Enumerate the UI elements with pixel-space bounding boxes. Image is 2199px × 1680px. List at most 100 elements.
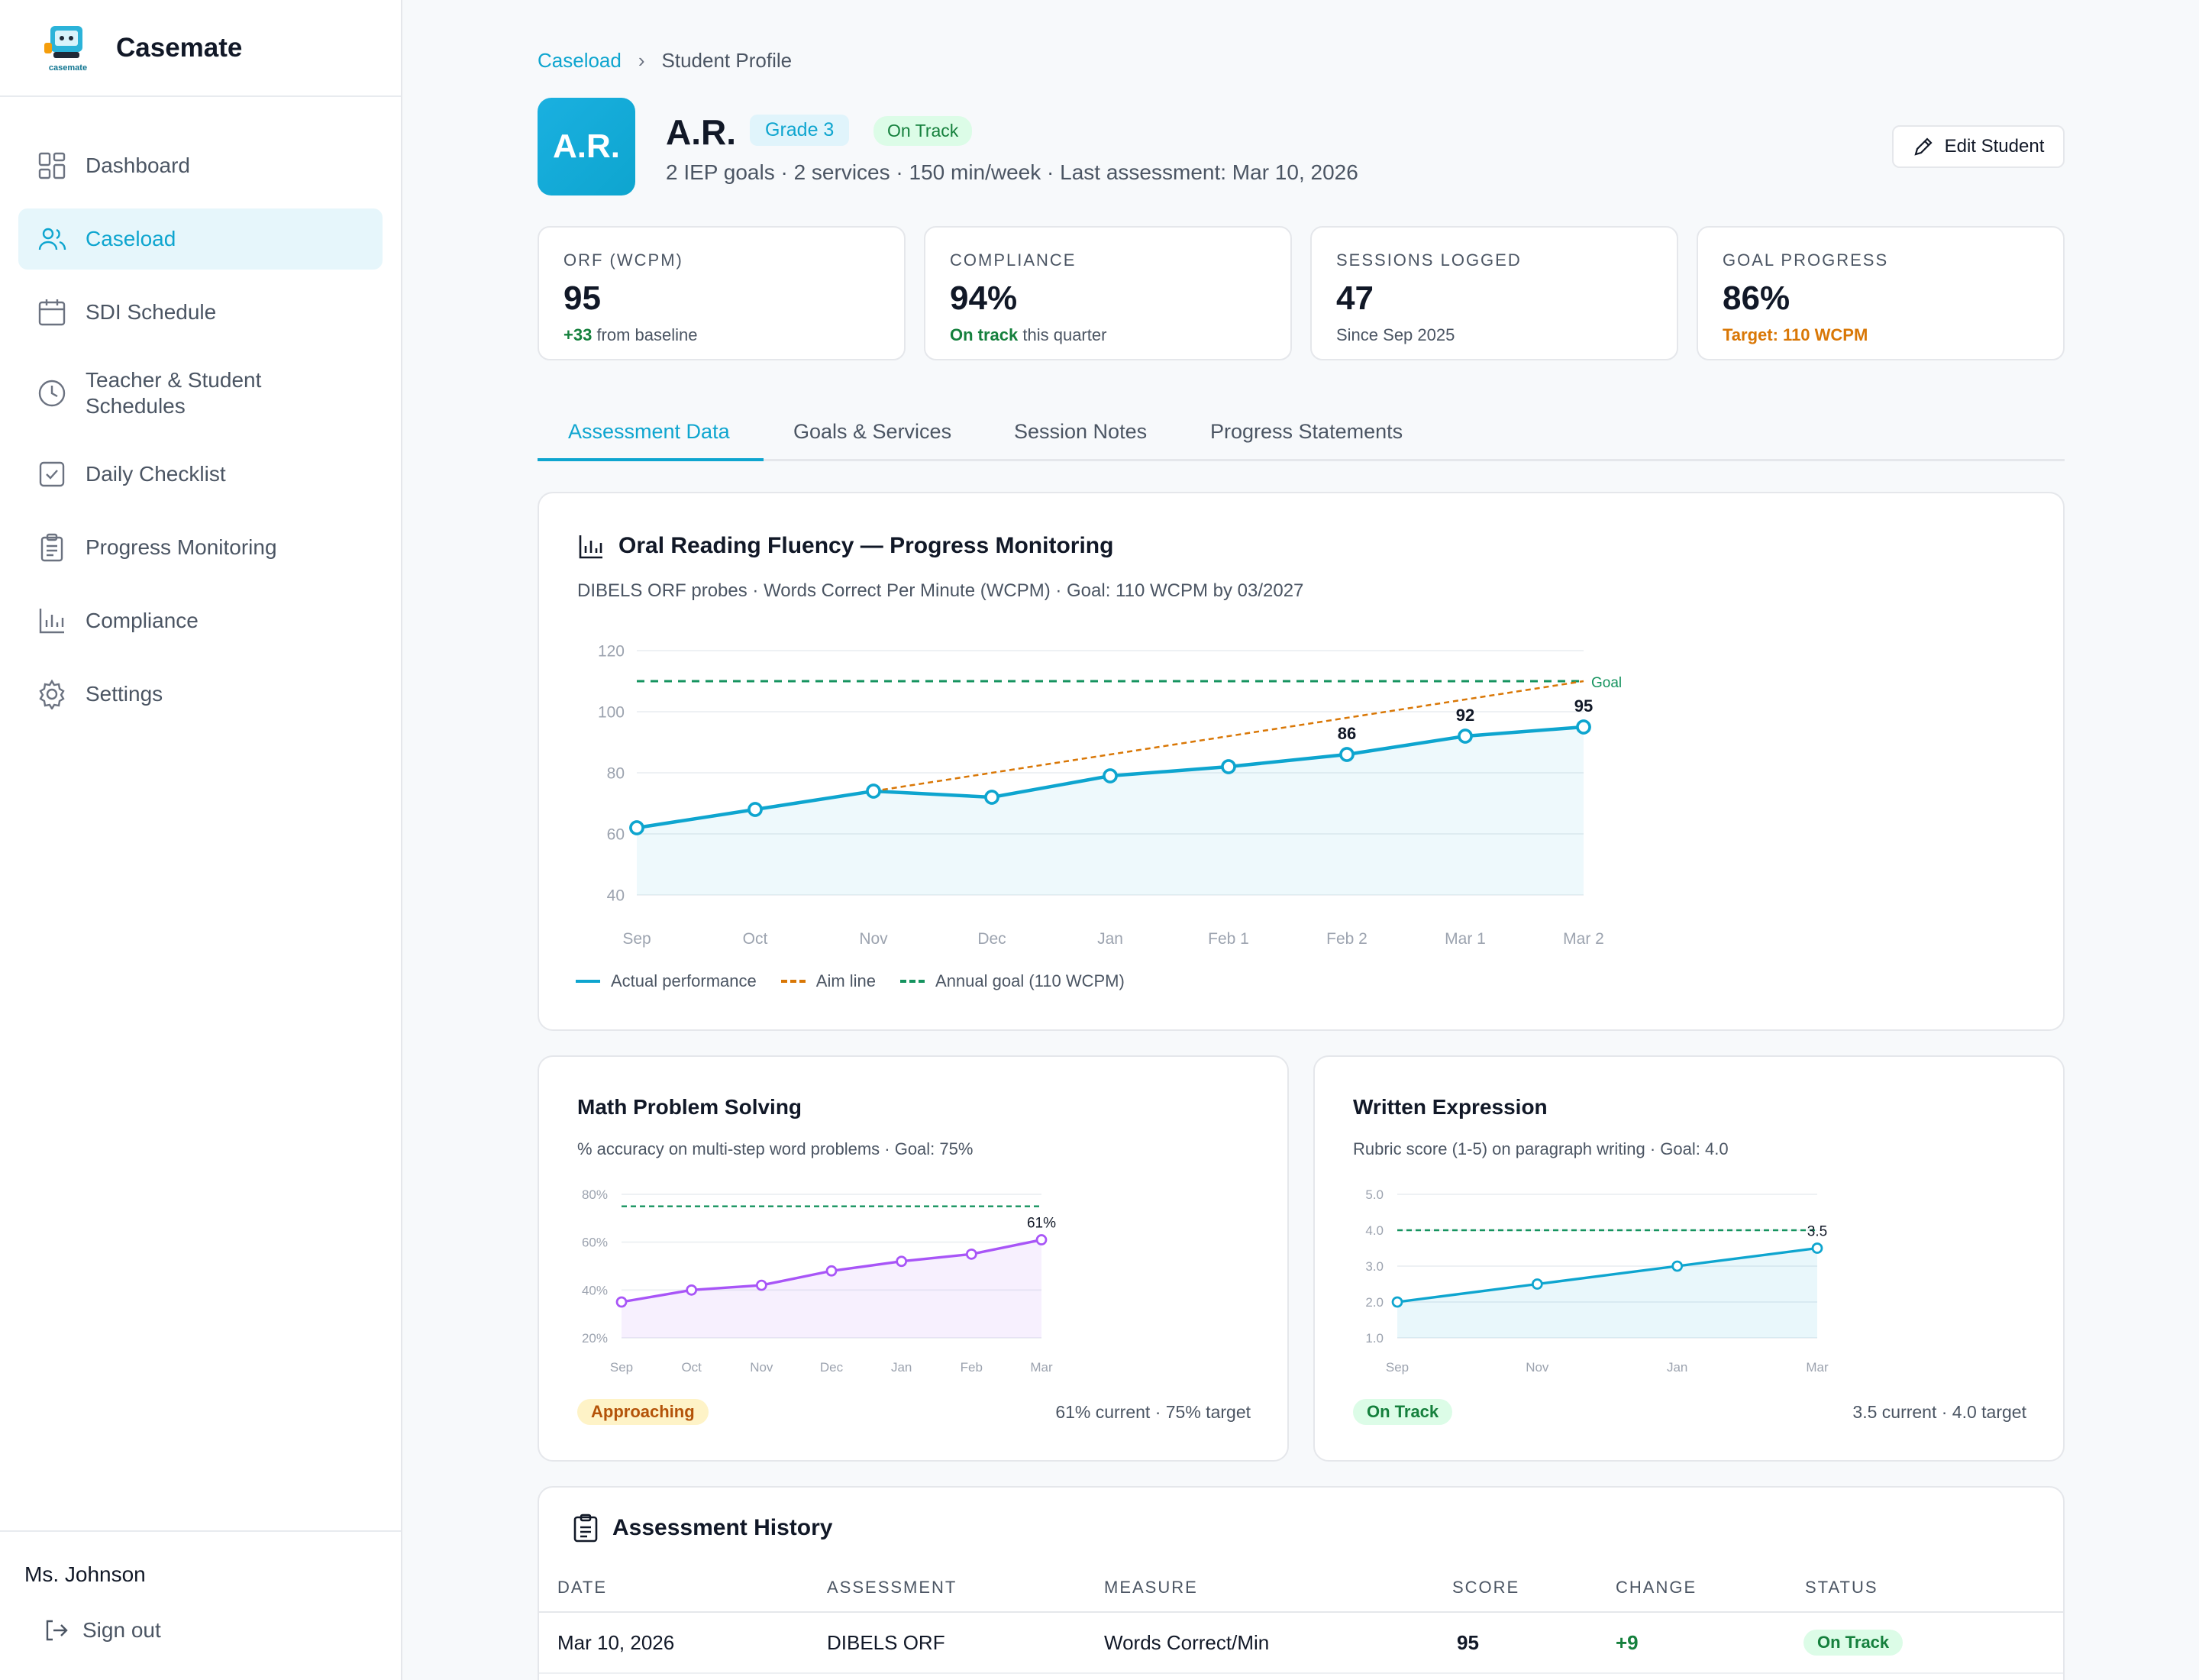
stat-card-compliance: COMPLIANCE 94% On track this quarter — [924, 226, 1292, 360]
nav-item-progress-monitoring[interactable]: Progress Monitoring — [18, 517, 383, 578]
tab-progress-statements[interactable]: Progress Statements — [1210, 420, 1403, 443]
active-tab-indicator — [538, 458, 764, 461]
users-icon — [37, 224, 67, 254]
sign-out-label: Sign out — [82, 1618, 161, 1642]
math-card-title: Math Problem Solving — [577, 1095, 802, 1119]
main-nav: Dashboard Caseload SDI Schedule Teacher … — [0, 97, 401, 725]
stat-value: 47 — [1336, 279, 1374, 317]
y-tick-label: 100 — [598, 703, 625, 721]
table-header-divider — [539, 1611, 2063, 1613]
col-header-score: SCORE — [1452, 1578, 1520, 1597]
y-tick-label: 40 — [607, 887, 625, 904]
data-label: 95 — [1574, 696, 1593, 716]
cell-status-badge: On Track — [1803, 1630, 1904, 1656]
data-point — [1531, 1278, 1543, 1290]
pencil-icon — [1914, 137, 1933, 156]
breadcrumb-caseload-link[interactable]: Caseload — [538, 49, 622, 72]
y-tick-label: 60% — [582, 1236, 608, 1250]
dashboard-icon — [37, 150, 67, 181]
math-card-subtitle: % accuracy on multi-step word problems ·… — [577, 1139, 974, 1158]
edit-student-button[interactable]: Edit Student — [1892, 125, 2065, 168]
cell-measure: Words Correct/Min — [1104, 1631, 1270, 1654]
breadcrumb-current: Student Profile — [661, 49, 793, 72]
data-label: 86 — [1338, 724, 1356, 743]
col-header-date: DATE — [557, 1578, 608, 1597]
sign-out-button[interactable]: Sign out — [43, 1617, 161, 1643]
nav-label: Dashboard — [86, 153, 190, 177]
x-tick-label: Feb 2 — [1326, 930, 1368, 948]
logo-wordmark: casemate — [49, 63, 87, 73]
x-tick-label: Mar 1 — [1445, 930, 1486, 948]
nav-item-dashboard[interactable]: Dashboard — [18, 135, 383, 196]
data-point — [615, 1296, 628, 1308]
col-header-change: CHANGE — [1616, 1578, 1697, 1597]
data-point — [686, 1284, 698, 1296]
writing-card-subtitle: Rubric score (1-5) on paragraph writing … — [1353, 1139, 1729, 1158]
nav-item-settings[interactable]: Settings — [18, 664, 383, 725]
y-tick-label: 3.0 — [1365, 1259, 1384, 1274]
orf-line-chart: 40 60 80 100 120 Sep Oct Nov Dec Jan Feb 1 Feb 2 Mar… — [598, 642, 1622, 948]
writing-line-chart: 1.0 2.0 3.0 4.0 5.0 Sep Nov Jan Mar 3.5 — [1365, 1187, 1829, 1375]
brand[interactable]: casemate Casemate — [0, 0, 401, 97]
stat-card-sessions: SESSIONS LOGGED 47 Since Sep 2025 — [1310, 226, 1678, 360]
tab-goals-services[interactable]: Goals & Services — [793, 420, 952, 443]
nav-item-sdi-schedule[interactable]: SDI Schedule — [18, 282, 383, 343]
goal-line-label: Goal — [1591, 675, 1622, 691]
data-point — [984, 790, 999, 805]
tab-assessment-data[interactable]: Assessment Data — [568, 420, 730, 443]
stat-value: 94% — [950, 279, 1018, 317]
assessment-history-title: Assessment History — [612, 1515, 833, 1540]
data-point — [755, 1279, 767, 1291]
y-tick-label: 40% — [582, 1283, 608, 1297]
legend-label: Annual goal (110 WCPM) — [935, 971, 1125, 990]
data-point — [896, 1255, 908, 1268]
stat-label: SESSIONS LOGGED — [1336, 250, 1522, 270]
legend-actual: Actual performance — [576, 971, 757, 991]
grade-badge: Grade 3 — [750, 115, 850, 146]
stat-card-goal-progress: GOAL PROGRESS 86% Target: 110 WCPM — [1697, 226, 2065, 360]
nav-item-caseload[interactable]: Caseload — [18, 208, 383, 270]
nav-item-compliance[interactable]: Compliance — [18, 590, 383, 651]
checkbox-icon — [37, 459, 67, 489]
data-point — [1103, 768, 1118, 783]
student-avatar: A.R. — [538, 98, 635, 195]
data-point — [866, 783, 881, 799]
edit-student-label: Edit Student — [1944, 136, 2045, 157]
series-area — [637, 727, 1584, 895]
stat-sub-rest: this quarter — [1018, 325, 1107, 344]
sign-out-icon — [46, 1620, 68, 1641]
stat-sub-strong: Target: 110 WCPM — [1723, 325, 1868, 344]
stat-sub: Target: 110 WCPM — [1723, 325, 2039, 345]
data-point — [1811, 1242, 1823, 1254]
clipboard-icon — [37, 532, 67, 563]
stat-sub: Since Sep 2025 — [1336, 325, 1652, 345]
student-name: A.R. — [666, 112, 736, 152]
col-header-status: STATUS — [1805, 1578, 1878, 1597]
nav-label: Caseload — [86, 227, 176, 250]
bar-chart-icon — [579, 535, 602, 559]
nav-label: Daily Checklist — [86, 462, 226, 486]
tab-session-notes[interactable]: Session Notes — [1014, 420, 1148, 443]
sidebar: casemate Casemate Dashboard Caseload SDI… — [0, 0, 402, 1680]
series-line — [1397, 1246, 1818, 1304]
math-status-badge: Approaching — [577, 1399, 709, 1425]
y-tick-label: 20% — [582, 1331, 608, 1346]
x-tick-label: Jan — [1097, 930, 1123, 948]
y-tick-label: 1.0 — [1365, 1331, 1384, 1346]
nav-item-teacher-student-schedules[interactable]: Teacher & Student Schedules — [18, 355, 383, 431]
writing-card: Written Expression Rubric score (1-5) on… — [1313, 1055, 2065, 1462]
x-tick-label: Mar — [1030, 1360, 1053, 1375]
clock-icon — [37, 378, 67, 409]
x-tick-label: Dec — [820, 1360, 844, 1375]
data-point — [629, 820, 644, 835]
writing-summary: 3.5 current · 4.0 target — [1852, 1402, 2026, 1422]
legend-swatch — [900, 980, 925, 983]
nav-item-daily-checklist[interactable]: Daily Checklist — [18, 444, 383, 505]
y-tick-label: 2.0 — [1365, 1295, 1384, 1310]
data-point — [1458, 729, 1473, 744]
stat-card-orf: ORF (WCPM) 95 +33 from baseline — [538, 226, 906, 360]
brand-name: Casemate — [116, 32, 243, 63]
x-tick-label: Dec — [977, 930, 1006, 948]
y-tick-label: 120 — [598, 642, 625, 660]
chevron-right-icon: › — [638, 49, 645, 72]
